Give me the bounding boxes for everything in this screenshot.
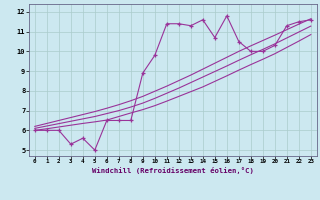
X-axis label: Windchill (Refroidissement éolien,°C): Windchill (Refroidissement éolien,°C): [92, 167, 254, 174]
